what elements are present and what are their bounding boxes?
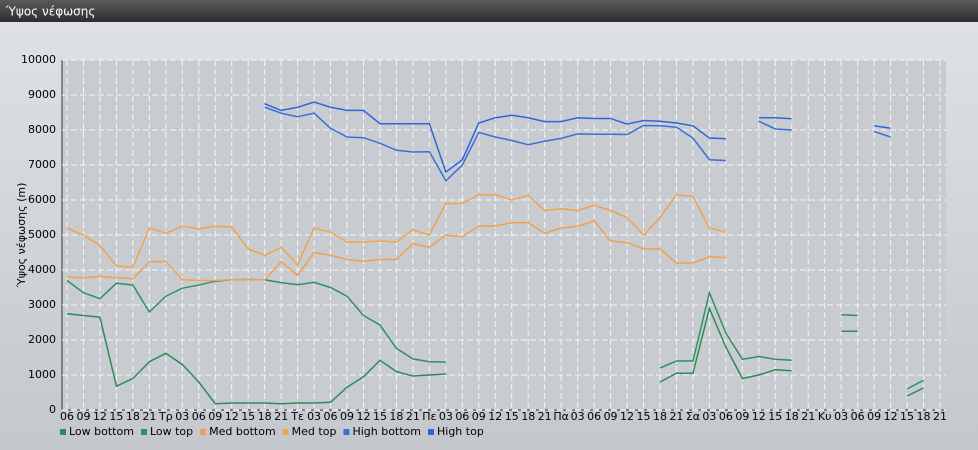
x-tick-label: Πα (553, 410, 569, 423)
x-tick-label: 03 (702, 410, 716, 423)
x-tick-label: 21 (142, 410, 156, 423)
y-tick-label: 7000 (28, 158, 56, 171)
x-tick-label: 21 (538, 410, 552, 423)
x-tick-label: 15 (241, 410, 255, 423)
x-tick-label: 09 (735, 410, 749, 423)
x-tick-label: 09 (867, 410, 881, 423)
x-tick-label: 18 (917, 410, 931, 423)
x-tick-label: 12 (225, 410, 239, 423)
series-line (66, 193, 727, 268)
series-line (264, 106, 891, 182)
x-tick-label: 12 (620, 410, 634, 423)
x-tick-label: Τε (290, 410, 304, 423)
x-tick-label: 06 (192, 410, 206, 423)
x-tick-label: 09 (208, 410, 222, 423)
legend-swatch (200, 429, 207, 435)
x-tick-label: 15 (373, 410, 387, 423)
legend-label: Med bottom (209, 425, 276, 438)
legend-swatch (343, 429, 350, 435)
x-tick-label: 18 (258, 410, 272, 423)
x-tick-label: 18 (653, 410, 667, 423)
y-tick-label: 10000 (21, 53, 56, 66)
x-tick-label: 21 (669, 410, 683, 423)
chart-title: Ύψος νέφωσης (5, 5, 95, 19)
x-tick-label: 06 (851, 410, 865, 423)
x-tick-label: 15 (109, 410, 123, 423)
x-tick-label: 03 (175, 410, 189, 423)
x-tick-label: 09 (604, 410, 618, 423)
x-tick-label: 03 (439, 410, 453, 423)
legend-swatch (140, 429, 147, 435)
x-tick-label: 06 (587, 410, 601, 423)
x-tick-label: 15 (900, 410, 914, 423)
legend-label: High bottom (352, 425, 421, 438)
x-tick-label: 06 (324, 410, 338, 423)
series-line (264, 101, 891, 174)
x-tick-label: 12 (752, 410, 766, 423)
x-tick-label: 03 (571, 410, 585, 423)
legend-label: Med top (292, 425, 337, 438)
x-tick-label: 12 (488, 410, 502, 423)
x-tick-label: 03 (834, 410, 848, 423)
x-tick-label: 21 (274, 410, 288, 423)
series-line (66, 220, 726, 282)
x-tick-label: 21 (406, 410, 420, 423)
series-line (66, 306, 924, 405)
x-tick-label: 21 (933, 410, 947, 423)
legend-label: Low bottom (69, 425, 134, 438)
x-tick-label: Τρ (158, 410, 173, 423)
y-tick-label: 6000 (28, 193, 56, 206)
x-tick-label: 06 (455, 410, 469, 423)
x-tick-label: 06 (60, 410, 74, 423)
x-tick-label: 09 (340, 410, 354, 423)
x-tick-label: Σα (686, 410, 700, 423)
y-tick-label: 8000 (28, 123, 56, 136)
y-tick-label: 1000 (28, 368, 56, 381)
x-tick-label: 18 (521, 410, 535, 423)
x-tick-label: 12 (884, 410, 898, 423)
x-tick-label: 06 (719, 410, 733, 423)
legend-swatch (428, 429, 434, 435)
legend-swatch (60, 429, 66, 435)
y-tick-label: 4000 (28, 263, 56, 276)
legend-swatch (282, 429, 289, 435)
y-tick-label: 5000 (28, 228, 56, 241)
x-tick-label: 18 (389, 410, 403, 423)
title-bar (0, 0, 978, 22)
x-tick-label: Κυ (818, 410, 832, 423)
y-tick-label: 3000 (28, 298, 56, 311)
x-tick-label: 15 (768, 410, 782, 423)
x-tick-label: 12 (93, 410, 107, 423)
x-tick-label: 03 (307, 410, 321, 423)
legend-label: High top (437, 425, 484, 438)
x-tick-label: 21 (801, 410, 815, 423)
x-tick-label: 15 (637, 410, 651, 423)
y-tick-label: 0 (49, 403, 56, 416)
y-axis-label: Ύψος νέφωσης (m) (15, 183, 28, 289)
legend-label: Low top (150, 425, 193, 438)
x-tick-label: 09 (472, 410, 486, 423)
x-tick-label: 18 (126, 410, 140, 423)
x-tick-label: 09 (76, 410, 90, 423)
x-tick-label: 15 (505, 410, 519, 423)
y-tick-label: 2000 (28, 333, 56, 346)
y-tick-label: 9000 (28, 88, 56, 101)
x-tick-label: 18 (785, 410, 799, 423)
x-tick-label: Πε (422, 410, 436, 423)
x-tick-label: 12 (356, 410, 370, 423)
